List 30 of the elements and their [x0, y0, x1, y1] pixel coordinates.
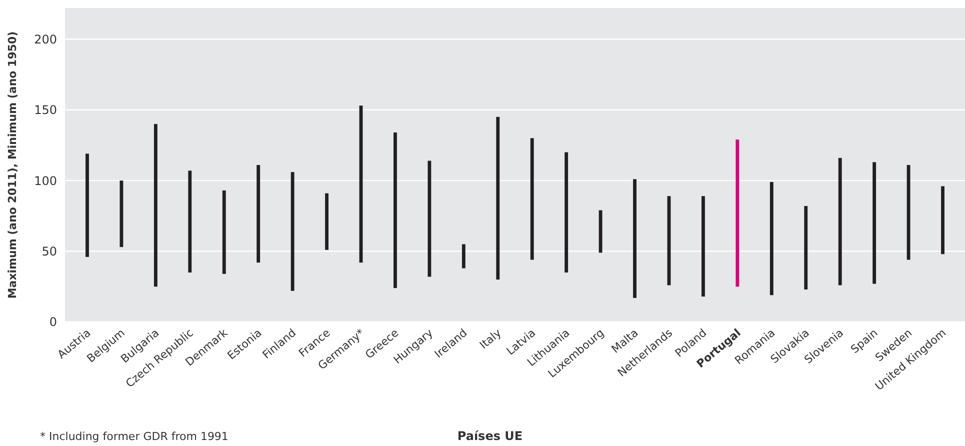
- bar: [770, 182, 774, 296]
- bar: [154, 124, 158, 287]
- bar: [496, 116, 500, 280]
- bar: [702, 196, 705, 297]
- bar: [188, 170, 192, 272]
- x-axis-title: Países UE: [457, 429, 523, 443]
- y-tick-label: 100: [34, 174, 57, 188]
- text: * Including former GDR from 1991: [40, 430, 228, 443]
- bar: [736, 140, 740, 287]
- bar: [941, 186, 944, 254]
- bar: [290, 172, 294, 291]
- bar: [804, 206, 808, 290]
- y-tick-label: 0: [49, 315, 57, 330]
- bar: [838, 158, 842, 286]
- bar: [222, 190, 226, 274]
- y-axis-title: Maximum (ano 2011), Minimum (ano 1950): [6, 31, 19, 299]
- bar: [325, 193, 328, 250]
- bar: [530, 138, 534, 260]
- bar: [256, 165, 260, 263]
- bar: [394, 132, 397, 288]
- y-tick-label: 50: [42, 244, 57, 258]
- y-tick-label: 200: [34, 32, 57, 46]
- bar: [462, 244, 466, 268]
- bar: [564, 152, 568, 272]
- y-tick-label: 150: [34, 103, 57, 118]
- bar: [872, 162, 876, 284]
- bar: [598, 210, 602, 253]
- bar: [428, 160, 432, 277]
- bar: [86, 154, 89, 257]
- bar: [633, 179, 636, 298]
